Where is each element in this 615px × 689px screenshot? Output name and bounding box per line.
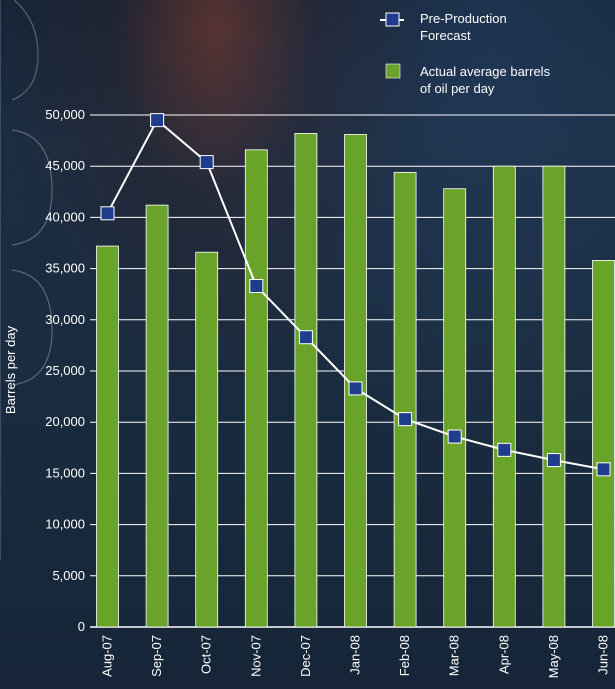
forecast-marker: [447, 429, 462, 444]
forecast-marker: [100, 206, 115, 221]
x-tick-label: Jun-08: [596, 635, 611, 675]
x-tick-label: Sep-07: [149, 635, 164, 677]
x-tick-label: Apr-08: [496, 635, 511, 674]
bar: [393, 171, 417, 628]
legend-label-actual-line2: of oil per day: [420, 81, 495, 96]
forecast-marker: [199, 155, 214, 170]
forecast-marker: [596, 462, 611, 477]
x-tick-label: Mar-08: [447, 635, 462, 676]
bar: [344, 134, 367, 628]
y-axis-label: Barrels per day: [3, 325, 18, 414]
y-axis-ticks: 0 5,000 10,000 15,000 20,000 25,000 30,000 35,0…: [45, 107, 85, 634]
legend-label-actual-line1: Actual average barrels: [420, 64, 551, 79]
bar: [96, 245, 119, 628]
x-tick-label: Oct-07: [199, 635, 214, 674]
legend-bar-swatch: [385, 63, 401, 79]
x-tick-label: Feb-08: [397, 635, 412, 676]
decorative-watermark: [0, 0, 53, 560]
forecast-marker: [546, 453, 561, 468]
bar: [592, 260, 615, 628]
forecast-line-series: [100, 113, 611, 477]
y-tick-label: 25,000: [45, 363, 85, 378]
legend-label-forecast-line1: Pre-Production: [420, 11, 507, 26]
x-tick-label: Dec-07: [298, 635, 313, 677]
x-axis-ticks: Aug-07 Sep-07 Oct-07 Nov-07 Dec-07 Jan-08 Feb-…: [100, 635, 611, 678]
bar: [244, 149, 268, 628]
y-tick-label: 15,000: [45, 465, 85, 480]
x-tick-label: Aug-07: [100, 635, 115, 677]
bar-series: [96, 133, 615, 628]
forecast-marker: [398, 412, 413, 427]
forecast-marker: [150, 113, 165, 128]
bar: [145, 204, 169, 628]
y-tick-label: 5,000: [52, 568, 85, 583]
forecast-marker: [298, 330, 313, 345]
bar: [195, 251, 219, 628]
legend-item-forecast: Pre-Production Forecast: [380, 11, 507, 43]
legend: Pre-Production Forecast Actual average b…: [380, 11, 551, 96]
bar: [542, 165, 566, 628]
y-tick-label: 45,000: [45, 158, 85, 173]
y-tick-label: 10,000: [45, 517, 85, 532]
y-tick-label: 50,000: [45, 107, 85, 122]
forecast-marker: [249, 279, 264, 294]
y-tick-label: 40,000: [45, 209, 85, 224]
legend-label-forecast-line2: Forecast: [420, 28, 471, 43]
y-tick-label: 0: [78, 619, 85, 634]
y-tick-label: 20,000: [45, 414, 85, 429]
y-tick-label: 35,000: [45, 261, 85, 276]
bar: [492, 165, 516, 628]
bar: [443, 188, 467, 628]
bar: [294, 133, 318, 628]
legend-marker-swatch: [385, 12, 400, 27]
x-tick-label: May-08: [546, 635, 561, 678]
x-tick-label: Nov-07: [248, 635, 263, 677]
x-tick-label: Jan-08: [348, 635, 363, 675]
legend-item-actual: Actual average barrels of oil per day: [385, 63, 551, 96]
forecast-marker: [497, 442, 512, 457]
y-tick-label: 30,000: [45, 312, 85, 327]
forecast-marker: [348, 381, 363, 396]
